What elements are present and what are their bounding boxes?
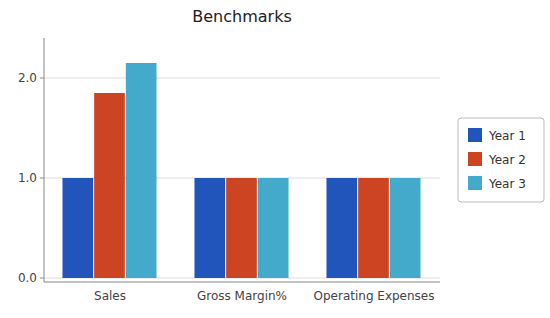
bar (226, 178, 257, 278)
legend-label: Year 2 (488, 153, 526, 167)
legend-swatch (468, 152, 482, 166)
bar (390, 178, 421, 278)
y-axis-line (44, 38, 45, 282)
legend-label: Year 3 (488, 177, 526, 191)
tick-label: 0.0 (18, 271, 37, 285)
x-axis-line (44, 282, 440, 283)
bar (358, 178, 389, 278)
legend-box (458, 118, 544, 202)
bar (62, 178, 93, 278)
tick-mark (40, 178, 44, 179)
bars (62, 63, 420, 278)
title: Benchmarks (192, 7, 291, 26)
tick-label: Operating Expenses (314, 289, 435, 303)
tick-mark (40, 278, 44, 279)
bar (94, 93, 125, 278)
bar (258, 178, 289, 278)
tick-label: Sales (94, 289, 126, 303)
chart: Benchmarks 0.0 1.0 2.0 Sales Gross Margin% Ope… (0, 0, 550, 318)
bar (194, 178, 225, 278)
legend-swatch (468, 128, 482, 142)
tick-mark (40, 78, 44, 79)
bar (126, 63, 157, 278)
tick-label: 1.0 (18, 171, 37, 185)
tick-label: 2.0 (18, 71, 37, 85)
legend-label: Year 1 (488, 129, 526, 143)
grid-line (44, 78, 440, 79)
legend-swatch (468, 176, 482, 190)
tick-label: Gross Margin% (197, 289, 287, 303)
bar (326, 178, 357, 278)
